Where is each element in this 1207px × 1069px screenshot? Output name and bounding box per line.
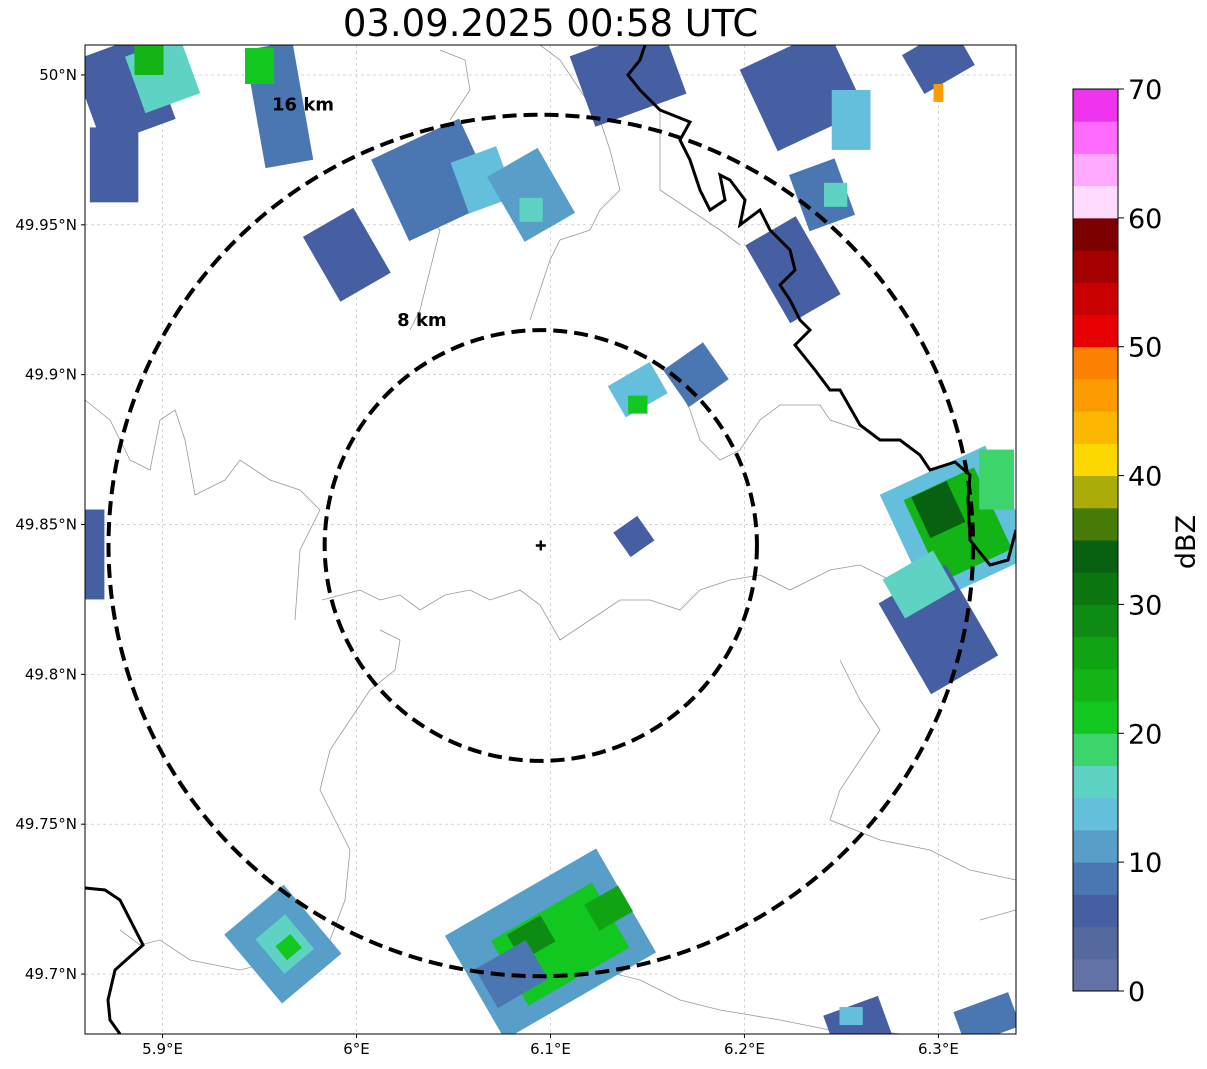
latitude-axis: 49.7°N 49.75°N 49.8°N 49.85°N 49.9°N 49.95°N 5… [15, 66, 85, 983]
radar-cell [607, 361, 668, 418]
range-ring-label: 16 km [272, 95, 334, 116]
radar-cell [933, 83, 944, 102]
lat-tick-label: 49.95°N [15, 216, 77, 234]
radar-cell [901, 45, 975, 94]
commune-border [321, 564, 921, 641]
radar-cell [823, 995, 899, 1034]
border-line [626, 45, 1016, 567]
radar-cell [584, 885, 633, 931]
longitude-axis: 5.9°E 6°E 6.1°E 6.2°E 6.3°E [142, 1034, 959, 1058]
range-ring [106, 112, 976, 979]
lon-tick-label: 6.3°E [918, 1040, 959, 1058]
range-ring [322, 328, 759, 763]
radar-cell [134, 45, 164, 75]
radar-cell [245, 47, 275, 84]
radar-cell [979, 449, 1015, 510]
radar-cell [911, 480, 966, 539]
lon-tick-label: 5.9°E [142, 1040, 183, 1058]
commune-border [659, 110, 741, 246]
lat-tick-label: 50°N [39, 66, 77, 84]
border-line [85, 886, 145, 1034]
radar-cell [953, 992, 1016, 1034]
commune-border [439, 49, 471, 121]
radar-cell [89, 127, 139, 203]
commune-border [119, 629, 401, 971]
lon-tick-label: 6.2°E [724, 1040, 765, 1058]
lat-tick-label: 49.7°N [25, 965, 77, 983]
radar-cell [487, 147, 576, 242]
radar-cell [613, 515, 655, 558]
radar-cell [519, 197, 543, 222]
commune-border [85, 399, 321, 621]
radar-reflectivity [85, 45, 1016, 1034]
commune-border [829, 659, 1016, 881]
radar-cell [371, 118, 498, 242]
lat-tick-label: 49.8°N [25, 665, 77, 683]
radar-cell [789, 158, 856, 232]
range-rings: 8 km 16 km [106, 95, 976, 979]
lon-tick-label: 6.1°E [530, 1040, 571, 1058]
radar-cell [839, 1007, 863, 1026]
radar-cell [745, 216, 841, 324]
national-border [85, 45, 1016, 1034]
radar-center-marker [535, 540, 546, 551]
lat-tick-label: 49.9°N [25, 366, 77, 384]
commune-border [529, 45, 621, 321]
radar-cell [85, 509, 105, 600]
radar-cell [831, 89, 871, 150]
radar-cell [823, 182, 848, 207]
radar-cell [663, 342, 729, 407]
lat-tick-label: 49.75°N [15, 815, 77, 833]
lon-tick-label: 6°E [343, 1040, 370, 1058]
map-area: 8 km 16 km [85, 45, 1016, 1034]
radar-cell [628, 395, 648, 414]
commune-border [979, 909, 1016, 921]
radar-cell [275, 933, 302, 961]
lat-tick-label: 49.85°N [15, 516, 77, 534]
radar-cell [882, 550, 956, 619]
range-ring-label: 8 km [397, 310, 447, 331]
commune-border [674, 379, 861, 461]
map-title: 03.09.2025 00:58 UTC [342, 2, 759, 45]
radar-cell [302, 207, 391, 302]
